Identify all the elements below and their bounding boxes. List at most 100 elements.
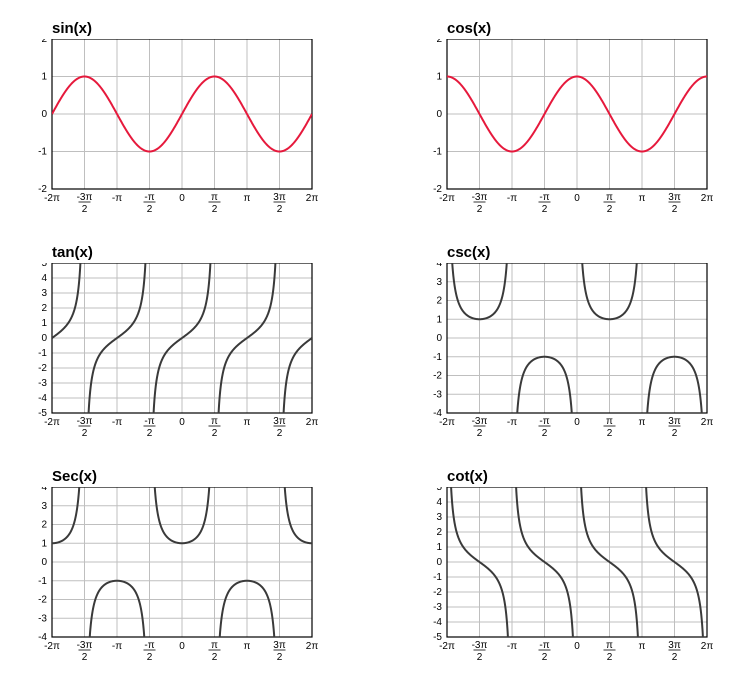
svg-text:-3π: -3π [472, 192, 488, 203]
svg-text:2: 2 [542, 204, 548, 214]
chart-title: cot(x) [447, 468, 730, 485]
svg-text:-3π: -3π [472, 640, 488, 651]
panel-csc: csc(x)-4-3-2-101234-2π-3π2-π-π20π2π3π22π [415, 244, 730, 438]
svg-text:π: π [639, 417, 646, 428]
svg-text:2: 2 [82, 652, 88, 662]
svg-text:-3π: -3π [77, 192, 93, 203]
svg-text:2: 2 [147, 652, 153, 662]
chart-grid: sin(x)-2-1012-2π-3π2-π-π20π2π3π22πcos(x)… [20, 20, 730, 662]
svg-text:-π: -π [507, 417, 517, 428]
svg-text:0: 0 [574, 641, 580, 652]
svg-text:-2: -2 [38, 363, 47, 374]
svg-text:2: 2 [82, 204, 88, 214]
svg-text:-2π: -2π [439, 641, 455, 652]
svg-text:3π: 3π [273, 640, 286, 651]
svg-text:0: 0 [41, 557, 47, 568]
svg-text:-1: -1 [433, 147, 442, 158]
svg-text:-π: -π [507, 193, 517, 204]
chart-title: csc(x) [447, 244, 730, 261]
svg-text:-π: -π [507, 641, 517, 652]
svg-text:-4: -4 [38, 393, 47, 404]
svg-text:-4: -4 [433, 617, 442, 628]
svg-text:2: 2 [41, 303, 47, 314]
svg-text:π: π [606, 640, 613, 651]
svg-text:-π: -π [112, 641, 122, 652]
svg-text:-2π: -2π [44, 193, 60, 204]
svg-text:3π: 3π [668, 192, 681, 203]
svg-text:-π: -π [539, 416, 549, 427]
svg-text:-π: -π [539, 192, 549, 203]
chart-cos: -2-1012-2π-3π2-π-π20π2π3π22π [415, 39, 715, 214]
chart-title: tan(x) [52, 244, 335, 261]
chart-title: sin(x) [52, 20, 335, 37]
panel-cot: cot(x)-5-4-3-2-1012345-2π-3π2-π-π20π2π3π… [415, 468, 730, 662]
svg-text:3π: 3π [273, 192, 286, 203]
svg-text:0: 0 [574, 193, 580, 204]
chart-csc: -4-3-2-101234-2π-3π2-π-π20π2π3π22π [415, 263, 715, 438]
svg-text:-π: -π [112, 193, 122, 204]
svg-text:4: 4 [436, 497, 442, 508]
svg-text:3: 3 [436, 512, 442, 523]
svg-text:-3π: -3π [77, 416, 93, 427]
svg-text:2: 2 [147, 204, 153, 214]
svg-text:0: 0 [436, 109, 442, 120]
svg-text:-2: -2 [38, 595, 47, 606]
svg-text:2π: 2π [306, 641, 319, 652]
svg-text:2: 2 [41, 520, 47, 531]
chart-tan: -5-4-3-2-1012345-2π-3π2-π-π20π2π3π22π [20, 263, 320, 438]
svg-text:2: 2 [542, 428, 548, 438]
svg-text:-3: -3 [433, 389, 442, 400]
svg-text:3π: 3π [668, 640, 681, 651]
chart-title: Sec(x) [52, 468, 335, 485]
svg-text:3: 3 [41, 288, 47, 299]
svg-text:1: 1 [41, 538, 47, 549]
svg-text:-2π: -2π [44, 417, 60, 428]
svg-text:0: 0 [179, 641, 185, 652]
svg-text:4: 4 [436, 263, 442, 269]
svg-text:2: 2 [212, 428, 218, 438]
svg-text:0: 0 [436, 333, 442, 344]
svg-text:2: 2 [672, 204, 678, 214]
svg-text:π: π [244, 193, 251, 204]
svg-text:2π: 2π [701, 193, 714, 204]
svg-text:-1: -1 [38, 348, 47, 359]
svg-text:0: 0 [179, 193, 185, 204]
svg-text:3π: 3π [273, 416, 286, 427]
svg-text:-1: -1 [433, 352, 442, 363]
svg-text:2: 2 [607, 652, 613, 662]
svg-text:2: 2 [436, 39, 442, 45]
svg-text:-π: -π [144, 192, 154, 203]
svg-text:π: π [606, 416, 613, 427]
svg-text:-2π: -2π [44, 641, 60, 652]
chart-cot: -5-4-3-2-1012345-2π-3π2-π-π20π2π3π22π [415, 487, 715, 662]
svg-text:2π: 2π [306, 193, 319, 204]
svg-text:π: π [211, 640, 218, 651]
svg-text:-3: -3 [38, 613, 47, 624]
svg-text:-π: -π [144, 416, 154, 427]
svg-text:1: 1 [41, 318, 47, 329]
svg-text:5: 5 [41, 263, 47, 269]
svg-text:3: 3 [41, 501, 47, 512]
svg-text:2: 2 [607, 204, 613, 214]
chart-title: cos(x) [447, 20, 730, 37]
svg-text:-2π: -2π [439, 417, 455, 428]
svg-text:2: 2 [277, 204, 283, 214]
svg-text:2: 2 [436, 296, 442, 307]
svg-text:3π: 3π [668, 416, 681, 427]
panel-tan: tan(x)-5-4-3-2-1012345-2π-3π2-π-π20π2π3π… [20, 244, 335, 438]
svg-text:-3π: -3π [472, 416, 488, 427]
svg-text:-π: -π [144, 640, 154, 651]
svg-text:-2: -2 [433, 371, 442, 382]
svg-text:2: 2 [82, 428, 88, 438]
svg-text:-3π: -3π [77, 640, 93, 651]
panel-sin: sin(x)-2-1012-2π-3π2-π-π20π2π3π22π [20, 20, 335, 214]
svg-text:2π: 2π [306, 417, 319, 428]
svg-text:1: 1 [41, 72, 47, 83]
svg-text:2: 2 [147, 428, 153, 438]
svg-text:-1: -1 [38, 147, 47, 158]
svg-text:2: 2 [477, 204, 483, 214]
svg-text:0: 0 [179, 417, 185, 428]
svg-text:-π: -π [539, 640, 549, 651]
svg-text:-1: -1 [433, 572, 442, 583]
svg-text:1: 1 [436, 72, 442, 83]
